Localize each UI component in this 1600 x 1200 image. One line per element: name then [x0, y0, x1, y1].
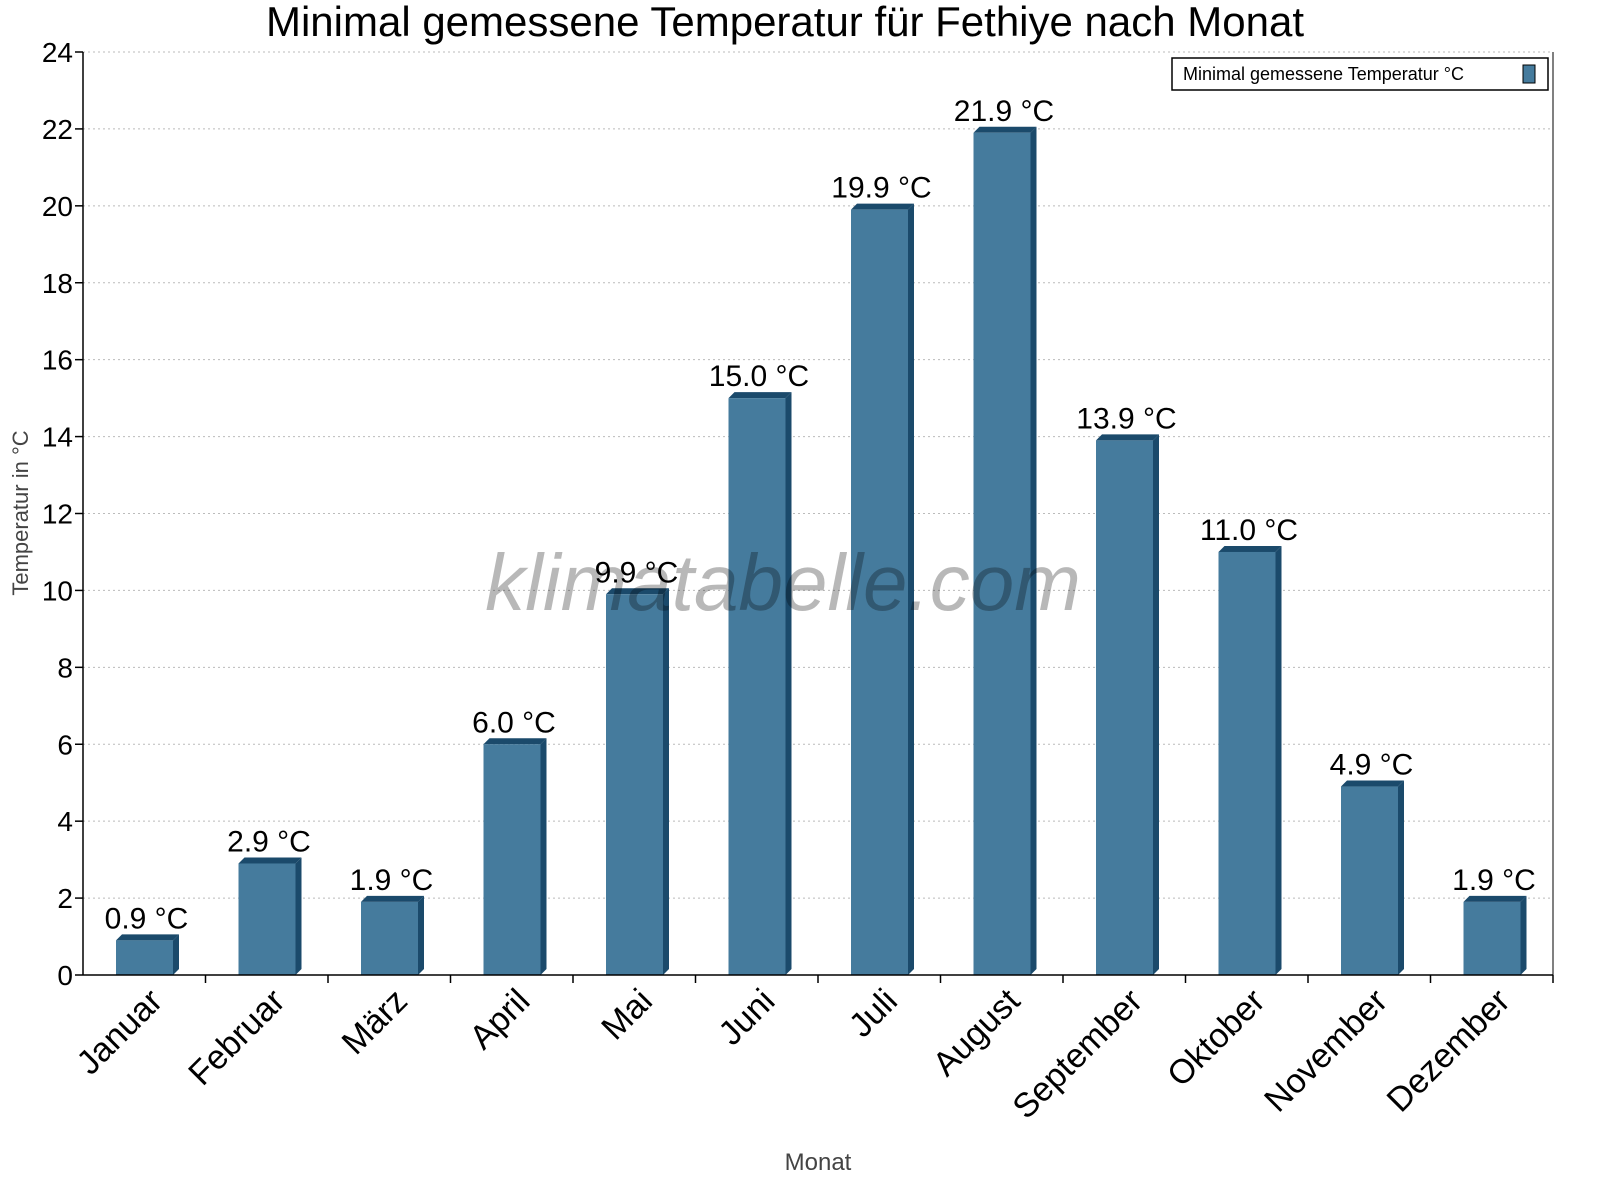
bar-group: 2.9 °C [227, 825, 311, 975]
y-tick-label: 12 [42, 499, 73, 530]
data-label: 1.9 °C [1452, 864, 1536, 897]
y-tick-label: 10 [42, 575, 73, 606]
x-tick-label: März [335, 982, 415, 1062]
data-label: 4.9 °C [1330, 749, 1414, 782]
bar-group: 15.0 °C [709, 360, 809, 975]
legend-label: Minimal gemessene Temperatur °C [1183, 64, 1464, 84]
bar-group: 4.9 °C [1330, 749, 1414, 975]
data-label: 6.0 °C [472, 706, 556, 739]
y-tick-label: 0 [57, 960, 73, 991]
bar [238, 863, 296, 975]
bar-side [540, 738, 547, 975]
bar-side [663, 588, 669, 975]
data-label: 1.9 °C [350, 864, 434, 897]
y-tick-label: 18 [42, 268, 73, 299]
bar [361, 901, 418, 975]
bar-top [606, 588, 669, 595]
x-tick-label: Mai [594, 982, 660, 1048]
bar-side [1275, 545, 1282, 975]
data-label: 13.9 °C [1076, 402, 1176, 435]
bar-top [728, 392, 792, 399]
data-label: 15.0 °C [709, 360, 809, 393]
x-tick-label: Januar [70, 982, 170, 1082]
legend-box [1171, 57, 1549, 91]
x-tick-label: September [1005, 982, 1149, 1126]
y-tick-label: 6 [57, 729, 73, 760]
bar-group: 9.9 °C [595, 556, 679, 975]
x-tick-label: Juni [711, 982, 782, 1053]
bar-top [1463, 895, 1527, 902]
x-tick-label: November [1257, 982, 1395, 1120]
grid-lines [83, 51, 1553, 899]
bar-side [418, 895, 424, 975]
bar [1096, 440, 1153, 975]
y-tick-label: 2 [57, 883, 73, 914]
bar-top [1218, 545, 1282, 552]
bar-side [295, 857, 302, 975]
bar-group: 6.0 °C [472, 706, 556, 975]
bar-side [1520, 895, 1527, 975]
bar-group: 1.9 °C [1452, 864, 1536, 975]
x-tick-label: Juli [842, 982, 905, 1045]
chart-title: Minimal gemessene Temperatur für Fethiye… [266, 0, 1304, 45]
x-tick-label: April [462, 982, 537, 1057]
bar-group: 13.9 °C [1076, 402, 1177, 975]
x-tick-label: August [926, 981, 1028, 1083]
y-tick-label: 4 [57, 806, 73, 837]
y-tick-label: 22 [42, 114, 73, 145]
x-tick-label: Oktober [1160, 982, 1272, 1094]
watermark: klimatabelle.com [485, 538, 1081, 627]
y-axis-label: Temperatur in °C [8, 430, 33, 595]
legend-swatch [1522, 64, 1536, 84]
bar-side [173, 934, 179, 975]
bar-group: 11.0 °C [1200, 514, 1298, 975]
bar-group: 21.9 °C [954, 95, 1054, 975]
bar-group: 0.9 °C [105, 902, 189, 975]
bar [1463, 901, 1521, 975]
bar-side [785, 392, 792, 975]
bar [728, 398, 786, 975]
data-label: 11.0 °C [1200, 514, 1298, 547]
bar-top [1096, 434, 1159, 441]
bar-top [361, 895, 424, 902]
legend: Minimal gemessene Temperatur °C [1171, 57, 1549, 91]
y-tick-label: 14 [42, 422, 73, 453]
bar [851, 209, 908, 975]
bar-side [908, 203, 914, 975]
bar-top [116, 934, 179, 941]
bar [483, 744, 541, 975]
data-label: 9.9 °C [595, 556, 679, 589]
data-label: 2.9 °C [227, 825, 311, 858]
x-axis-label: Monat [785, 1149, 852, 1176]
bar-top [1341, 780, 1404, 787]
bar-top [851, 203, 914, 210]
bar [116, 940, 173, 975]
x-tick-label: Februar [181, 982, 292, 1093]
bar-top [973, 126, 1037, 133]
bar-group: 1.9 °C [350, 864, 434, 975]
bars: 0.9 °C 2.9 °C 1.9 °C 6.0 °C 9.9 °C 15.0 °C 19.… [105, 95, 1536, 975]
bar [973, 132, 1031, 975]
bar-side [1398, 780, 1404, 975]
y-tick-label: 24 [42, 37, 73, 68]
x-tick-label: Dezember [1380, 982, 1518, 1120]
y-tick-label: 20 [42, 191, 73, 222]
bar [606, 594, 663, 975]
bar [1218, 551, 1276, 975]
data-label: 21.9 °C [954, 95, 1054, 128]
bar-side [1153, 434, 1159, 975]
data-label: 0.9 °C [105, 902, 189, 935]
y-tick-label: 8 [57, 652, 73, 683]
bar-top [483, 738, 547, 745]
data-label: 19.9 °C [831, 172, 931, 205]
bar [1341, 786, 1398, 975]
bar-side [1030, 126, 1037, 975]
y-tick-label: 16 [42, 345, 73, 376]
bar-group: 19.9 °C [831, 172, 932, 975]
bar-top [238, 857, 302, 864]
